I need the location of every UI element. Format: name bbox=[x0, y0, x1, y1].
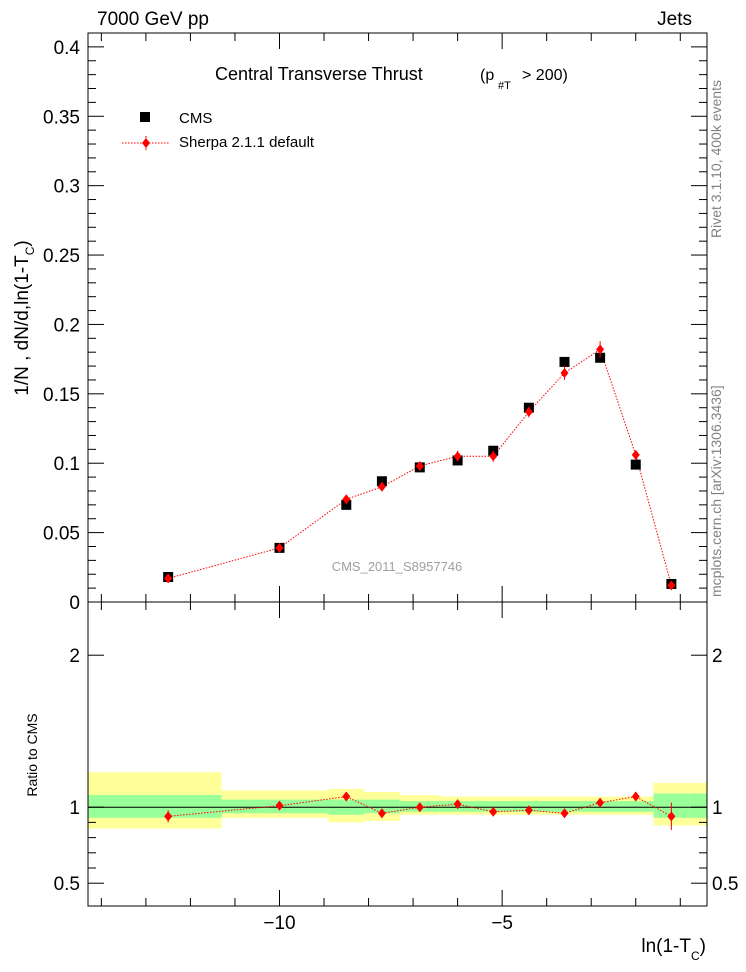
ratio-y-tick-label-right: 2 bbox=[712, 646, 723, 667]
header-energy: 7000 GeV pp bbox=[97, 9, 209, 30]
ratio-band-inner bbox=[88, 795, 222, 818]
y-tick-label: 0.15 bbox=[43, 385, 80, 406]
ratio-y-tick-label: 1 bbox=[69, 798, 80, 819]
x-tick-label: −10 bbox=[263, 913, 295, 934]
y-tick-label: 0.05 bbox=[43, 524, 80, 545]
sherpa-point bbox=[489, 451, 498, 462]
ratio-plot-marks bbox=[164, 791, 676, 830]
y-tick-label: 0.4 bbox=[54, 38, 81, 59]
ratio-point bbox=[415, 802, 424, 813]
sherpa-point bbox=[342, 494, 351, 505]
ratio-point bbox=[377, 808, 386, 819]
legend-sherpa-label: Sherpa 2.1.1 default bbox=[179, 134, 315, 151]
ratio-point bbox=[453, 799, 462, 810]
sherpa-line bbox=[168, 348, 672, 586]
ratio-band-inner bbox=[689, 793, 707, 818]
ratio-plot-frame bbox=[87, 601, 708, 907]
cms-point bbox=[559, 356, 570, 367]
chart-title-cut: (p bbox=[480, 67, 494, 84]
chart-title: Central Transverse Thrust bbox=[215, 64, 423, 84]
ratio-point bbox=[667, 811, 676, 822]
main-y-axis-label: 1/N , dN/d,ln(1-TC) bbox=[12, 240, 37, 395]
axis-ticks bbox=[88, 32, 707, 906]
x-axis-label: ln(1-TC) bbox=[641, 936, 706, 963]
ratio-y-tick-label: 0.5 bbox=[54, 874, 80, 895]
ratio-point bbox=[489, 806, 498, 817]
ratio-line bbox=[168, 796, 672, 817]
svg-text:Ratio to CMS: Ratio to CMS bbox=[24, 713, 40, 796]
ratio-point bbox=[631, 791, 640, 802]
sherpa-point bbox=[164, 573, 173, 584]
sherpa-point bbox=[596, 344, 605, 355]
cms-point bbox=[341, 499, 352, 510]
ratio-y-tick-label-right: 1 bbox=[712, 798, 723, 819]
main-plot-marks bbox=[163, 341, 677, 591]
sherpa-point bbox=[560, 368, 569, 379]
ratio-point bbox=[596, 797, 605, 808]
tick-labels: 0 0.05 0.1 0.15 0.2 0.25 0.3 0.35 0.4 −10 −5 0.5 0.5… bbox=[43, 38, 738, 934]
legend-cms-marker bbox=[140, 112, 150, 122]
ratio-band-inner bbox=[364, 799, 400, 814]
ratio-y-axis-label: Ratio to CMS bbox=[24, 713, 40, 796]
analysis-watermark: CMS_2011_S8957746 bbox=[332, 559, 463, 574]
svg-text:1/N , dN/d,ln(1-TC): 1/N , dN/d,ln(1-TC) bbox=[12, 240, 37, 395]
header-type: Jets bbox=[657, 9, 692, 30]
ratio-point bbox=[560, 808, 569, 819]
y-tick-label: 0.3 bbox=[54, 177, 80, 198]
y-tick-label: 0 bbox=[69, 593, 80, 614]
sherpa-point bbox=[377, 481, 386, 492]
sherpa-point bbox=[524, 406, 533, 417]
ratio-y-tick-label-right: 0.5 bbox=[712, 874, 738, 895]
y-tick-label: 0.2 bbox=[54, 315, 80, 336]
sherpa-point bbox=[453, 451, 462, 462]
y-tick-label: 0.1 bbox=[54, 454, 80, 475]
ratio-point bbox=[164, 811, 173, 822]
y-tick-label: 0.25 bbox=[43, 246, 80, 267]
sherpa-point bbox=[667, 580, 676, 591]
legend-sherpa-marker bbox=[142, 138, 150, 148]
chart-title-cut-sub: #T bbox=[498, 80, 511, 92]
cms-point bbox=[376, 476, 387, 487]
svg-text:Rivet 3.1.10, 400k events: Rivet 3.1.10, 400k events bbox=[708, 80, 724, 238]
cms-point bbox=[630, 459, 641, 470]
sherpa-point bbox=[275, 542, 284, 553]
y-tick-label: 0.35 bbox=[43, 107, 80, 128]
legend-cms-label: CMS bbox=[179, 110, 212, 127]
chart-title-cut-end: > 200) bbox=[522, 67, 568, 84]
ratio-point bbox=[524, 805, 533, 816]
svg-text:mcplots.cern.ch [arXiv:1306.34: mcplots.cern.ch [arXiv:1306.3436] bbox=[708, 385, 724, 597]
ratio-point bbox=[342, 791, 351, 802]
ratio-y-tick-label: 2 bbox=[69, 646, 80, 667]
sherpa-point bbox=[415, 460, 424, 471]
rivet-label: Rivet 3.1.10, 400k events bbox=[708, 80, 724, 238]
mcplots-label: mcplots.cern.ch [arXiv:1306.3436] bbox=[708, 385, 724, 597]
ratio-band-inner bbox=[221, 799, 329, 814]
ratio-point bbox=[275, 800, 284, 811]
ratio-band-inner bbox=[439, 801, 654, 812]
x-tick-label: −5 bbox=[491, 913, 513, 934]
sherpa-point bbox=[631, 449, 640, 460]
